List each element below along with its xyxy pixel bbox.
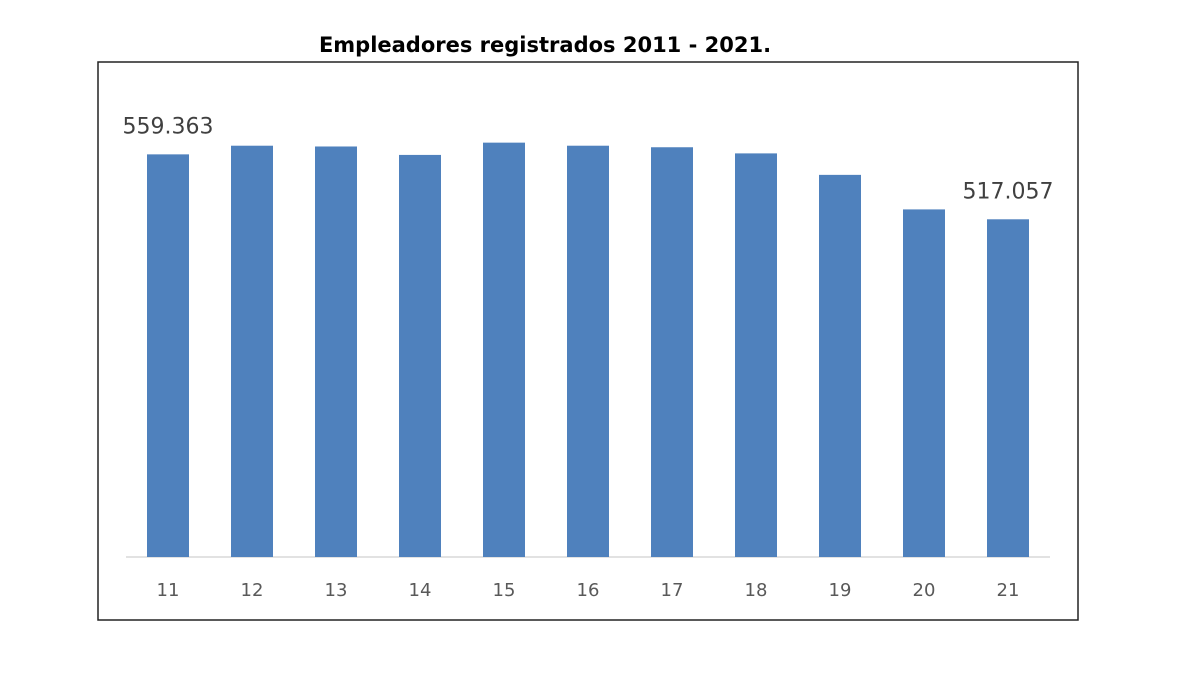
x-tick-label: 20	[913, 580, 936, 601]
x-tick-label: 11	[157, 580, 180, 601]
bar	[483, 142, 525, 558]
x-tick-label: 18	[745, 580, 768, 601]
bar	[819, 174, 861, 558]
bar	[735, 153, 777, 557]
x-tick-label: 14	[409, 580, 432, 601]
bar	[987, 219, 1029, 557]
data-label: 559.363	[123, 114, 214, 139]
x-tick-label: 17	[661, 580, 684, 601]
bar	[567, 145, 609, 557]
x-tick-label: 19	[829, 580, 852, 601]
x-tick-label: 21	[997, 580, 1020, 601]
bar	[903, 209, 945, 557]
bar	[651, 147, 693, 557]
x-tick-label: 15	[493, 580, 516, 601]
x-tick-label: 13	[325, 580, 348, 601]
bar	[315, 146, 357, 557]
x-tick-label: 12	[241, 580, 264, 601]
bar	[231, 145, 273, 557]
bar	[399, 154, 441, 558]
bar	[147, 154, 189, 557]
data-label: 517.057	[963, 179, 1054, 204]
chart-title: Empleadores registrados 2011 - 2021.	[319, 33, 771, 57]
x-tick-label: 16	[577, 580, 600, 601]
